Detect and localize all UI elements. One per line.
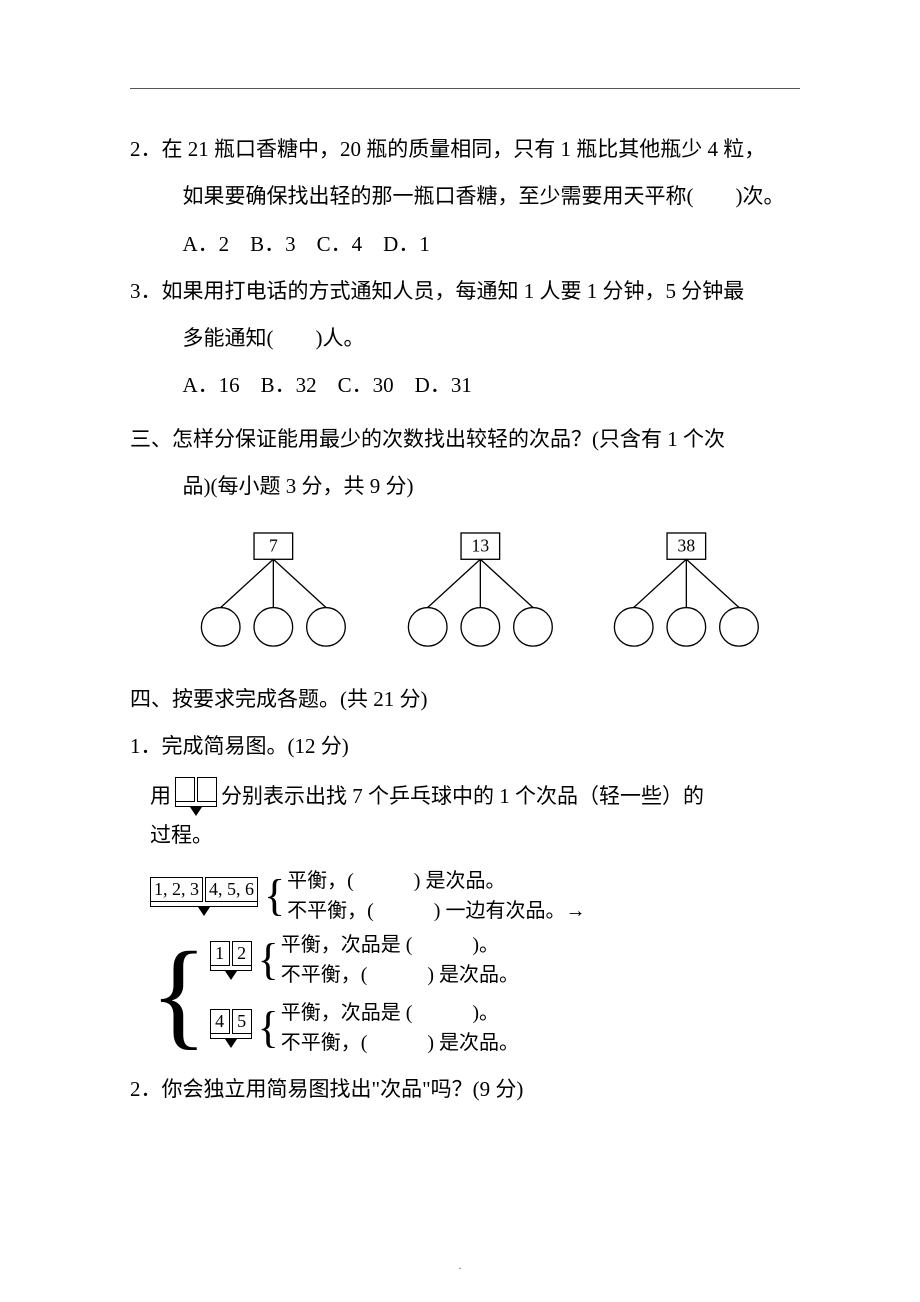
sub-balance-1-2: 1 2 { 平衡，次品是 ( )。 不平衡，( ) 是次品。 xyxy=(210,930,519,990)
s4q1-desc-prefix: 用 xyxy=(150,777,171,817)
section-4-q1: 1．完成简易图。(12 分) xyxy=(130,723,800,770)
balance-icon xyxy=(175,777,217,816)
pan-right: 4, 5, 6 xyxy=(205,877,258,902)
sub-balance-4-5: 4 5 { 平衡，次品是 ( )。 不平衡，( ) 是次品。 xyxy=(210,998,519,1058)
q2-line2: 如果要确保找出轻的那一瓶口香糖，至少需要用天平称( )次。 xyxy=(183,184,785,208)
s4-title: 四、按要求完成各题。(共 21 分) xyxy=(130,687,428,711)
q2-number: 2． xyxy=(130,137,162,161)
tree-diagram-7: 7 xyxy=(190,520,357,660)
tree-value-7: 7 xyxy=(269,535,278,555)
l1b: 不平衡，( ) 一边有次品。→ xyxy=(287,896,585,926)
s4q1-number: 1． xyxy=(130,734,162,758)
s4q1-title: 完成简易图。(12 分) xyxy=(162,734,349,758)
balance-4-5: 4 5 xyxy=(210,1009,252,1048)
question-3: 3．如果用打电话的方式通知人员，每通知 1 人要 1 分钟，5 分钟最 多能通知… xyxy=(130,268,800,410)
q3-line1: 如果用打电话的方式通知人员，每通知 1 人要 1 分钟，5 分钟最 xyxy=(162,279,745,303)
pan-left: 1, 2, 3 xyxy=(150,877,203,902)
section-4-title: 四、按要求完成各题。(共 21 分) xyxy=(130,676,800,723)
pan-4: 4 xyxy=(210,1009,230,1034)
q3-number: 3． xyxy=(130,279,162,303)
s3-line2: 品)(每小题 3 分，共 9 分) xyxy=(183,474,414,498)
tree-diagram-13: 13 xyxy=(397,520,564,660)
page-footer-dot: · xyxy=(458,1261,462,1276)
s4q1-step2: { 1 2 { 平衡，次品是 ( )。 xyxy=(150,930,800,1058)
q2-options: A．2 B．3 C．4 D．1 xyxy=(183,232,430,256)
tree-value-38: 38 xyxy=(678,535,696,555)
l3a: 平衡，次品是 ( )。 xyxy=(281,998,519,1028)
l2a: 平衡，次品是 ( )。 xyxy=(281,930,519,960)
s4q1-desc-suffix: 分别表示出找 7 个乒乓球中的 1 个次品（轻一些）的 xyxy=(221,777,704,817)
pan-5: 5 xyxy=(232,1009,252,1034)
s4q1-desc-l2: 过程。 xyxy=(150,816,800,856)
s4q2-number: 2． xyxy=(130,1077,162,1101)
balance-1-2: 1 2 xyxy=(210,941,252,980)
pan-1: 1 xyxy=(210,941,230,966)
top-rule xyxy=(130,88,800,89)
balance-123-456: 1, 2, 3 4, 5, 6 xyxy=(150,877,258,916)
question-2: 2．在 21 瓶口香糖中，20 瓶的质量相同，只有 1 瓶比其他瓶少 4 粒， … xyxy=(130,126,800,268)
q3-options: A．16 B．32 C．30 D．31 xyxy=(183,373,472,397)
section-4-q2: 2．你会独立用简易图找出"次品"吗？(9 分) xyxy=(130,1066,800,1113)
worksheet-page: 2．在 21 瓶口香糖中，20 瓶的质量相同，只有 1 瓶比其他瓶少 4 粒， … xyxy=(0,0,920,1302)
s3-line1: 三、怎样分保证能用最少的次数找出较轻的次品？(只含有 1 个次 xyxy=(130,427,725,451)
tree-diagram-38: 38 xyxy=(603,520,770,660)
brace-1: { 平衡，( ) 是次品。 不平衡，( ) 一边有次品。→ xyxy=(264,866,585,926)
l1a: 平衡，( ) 是次品。 xyxy=(287,866,585,896)
s4q1-step1: 1, 2, 3 4, 5, 6 { 平衡，( ) 是次品。 不平衡，( ) 一边… xyxy=(150,866,800,926)
s4q1-desc-line2: 过程。 xyxy=(150,816,213,856)
q3-line2: 多能通知( )人。 xyxy=(183,326,365,350)
q2-line1: 在 21 瓶口香糖中，20 瓶的质量相同，只有 1 瓶比其他瓶少 4 粒， xyxy=(162,137,766,161)
l2b: 不平衡，( ) 是次品。 xyxy=(281,960,519,990)
tree-value-13: 13 xyxy=(471,535,489,555)
section-3: 三、怎样分保证能用最少的次数找出较轻的次品？(只含有 1 个次 品)(每小题 3… xyxy=(130,416,800,511)
pan-2: 2 xyxy=(232,941,252,966)
s4q2-title: 你会独立用简易图找出"次品"吗？(9 分) xyxy=(162,1077,524,1101)
s4q1-desc: 用 分别表示出找 7 个乒乓球中的 1 个次品（轻一些）的 xyxy=(150,777,800,817)
s4q1-diagram: 用 分别表示出找 7 个乒乓球中的 1 个次品（轻一些）的 过程。 1, 2, … xyxy=(130,777,800,1059)
l3b: 不平衡，( ) 是次品。 xyxy=(281,1028,519,1058)
tree-diagram-row: 7 13 38 xyxy=(130,510,800,670)
